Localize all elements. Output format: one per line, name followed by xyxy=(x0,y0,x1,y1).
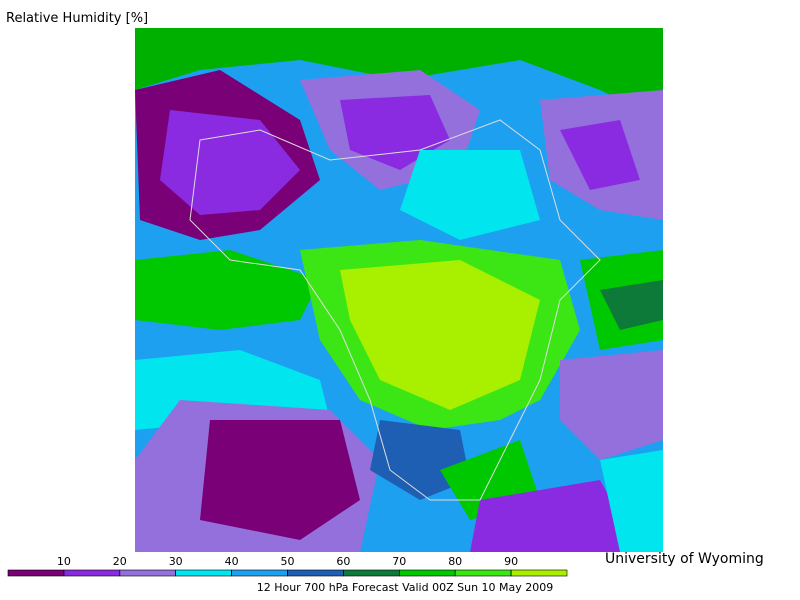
colorbar-segment xyxy=(398,569,456,577)
colorbar-tick-label: 10 xyxy=(57,555,71,568)
colorbar-segment xyxy=(231,569,288,577)
credit: University of Wyoming xyxy=(605,551,764,567)
caption: 12 Hour 700 hPa Forecast Valid 00Z Sun 1… xyxy=(257,581,554,594)
colorbar-segment xyxy=(119,569,177,577)
colorbar-tick-label: 80 xyxy=(448,555,462,568)
colorbar-segment xyxy=(7,569,65,577)
colorbar-segment xyxy=(510,569,568,577)
colorbar-segment xyxy=(63,569,121,577)
colorbar-tick-label: 60 xyxy=(336,555,350,568)
colorbar-tick-label: 20 xyxy=(113,555,127,568)
colorbar-tick-label: 30 xyxy=(169,555,183,568)
colorbar-tick-label: 70 xyxy=(392,555,406,568)
map-title: Relative Humidity [%] xyxy=(6,11,148,26)
colorbar-tick-label: 40 xyxy=(225,555,239,568)
humidity-map xyxy=(135,28,663,552)
colorbar-segment xyxy=(287,569,344,577)
colorbar-segment xyxy=(343,569,400,577)
colorbar-tick-label: 90 xyxy=(504,555,518,568)
colorbar-tick-label: 50 xyxy=(281,555,295,568)
colorbar-segment xyxy=(454,569,512,577)
colorbar-segment xyxy=(175,569,232,577)
colorbar: 10 20 30 40 50 60 70 80 90 xyxy=(7,555,568,577)
